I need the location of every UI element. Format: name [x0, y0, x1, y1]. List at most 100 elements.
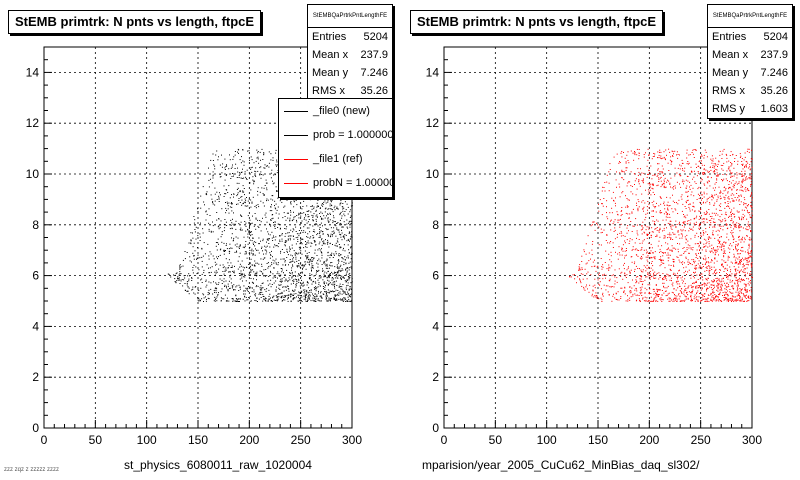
scatter-point	[206, 213, 208, 215]
scatter-point	[276, 159, 278, 161]
scatter-point	[662, 273, 664, 274]
scatter-point	[705, 267, 707, 268]
scatter-point	[327, 235, 329, 237]
scatter-point	[274, 207, 276, 209]
scatter-point	[309, 231, 311, 233]
scatter-point	[635, 300, 637, 302]
scatter-point	[337, 241, 339, 243]
scatter-point	[730, 211, 732, 213]
scatter-point	[735, 270, 737, 272]
scatter-point	[298, 252, 300, 254]
scatter-point	[639, 287, 641, 289]
scatter-point	[240, 265, 242, 267]
scatter-point	[669, 223, 671, 225]
scatter-point	[241, 178, 243, 179]
scatter-point	[704, 149, 706, 151]
scatter-point	[237, 203, 239, 205]
scatter-point	[716, 175, 718, 177]
scatter-point	[350, 246, 352, 248]
scatter-point	[708, 171, 710, 173]
scatter-point	[621, 156, 623, 158]
scatter-point	[669, 298, 671, 300]
scatter-point	[660, 299, 662, 301]
scatter-point	[261, 291, 263, 293]
scatter-point	[231, 176, 233, 177]
scatter-point	[701, 154, 702, 156]
scatter-point	[620, 298, 622, 299]
scatter-point	[683, 291, 685, 293]
scatter-point	[214, 187, 216, 189]
scatter-point	[728, 215, 730, 217]
scatter-point	[324, 288, 326, 290]
scatter-point	[179, 267, 181, 269]
scatter-point	[705, 169, 707, 171]
scatter-point	[315, 282, 317, 284]
scatter-point	[288, 297, 289, 299]
scatter-point	[337, 260, 339, 262]
scatter-point	[227, 203, 229, 205]
scatter-point	[279, 293, 281, 295]
scatter-point	[338, 260, 340, 262]
scatter-point	[308, 297, 310, 299]
scatter-point	[306, 236, 308, 238]
scatter-point	[244, 276, 246, 278]
scatter-point	[648, 191, 650, 193]
scatter-point	[266, 241, 267, 243]
scatter-point	[608, 264, 610, 266]
scatter-point	[295, 256, 297, 258]
scatter-point	[346, 240, 348, 242]
scatter-point	[634, 184, 635, 185]
scatter-point	[226, 248, 228, 250]
scatter-point	[712, 252, 714, 254]
scatter-point	[620, 272, 622, 274]
scatter-point	[273, 275, 275, 277]
scatter-point	[712, 158, 714, 160]
scatter-point	[244, 198, 246, 200]
scatter-point	[648, 300, 649, 302]
scatter-point	[748, 297, 750, 299]
scatter-point	[667, 252, 669, 254]
scatter-point	[719, 192, 720, 194]
scatter-point	[311, 257, 312, 259]
scatter-point	[192, 252, 194, 254]
scatter-point	[188, 242, 190, 244]
scatter-point	[673, 264, 674, 266]
scatter-point	[711, 162, 713, 164]
scatter-point	[628, 243, 630, 244]
scatter-point	[305, 215, 307, 217]
scatter-point	[719, 299, 720, 300]
scatter-point	[658, 205, 660, 207]
scatter-point	[240, 214, 241, 216]
scatter-point	[304, 274, 306, 276]
scatter-point	[579, 264, 581, 266]
scatter-point	[272, 273, 274, 275]
scatter-point	[277, 217, 279, 219]
scatter-point	[718, 230, 720, 232]
scatter-point	[208, 293, 210, 295]
scatter-point	[653, 256, 655, 258]
scatter-point	[242, 191, 244, 193]
scatter-point	[275, 208, 277, 210]
scatter-point	[710, 219, 712, 221]
scatter-point	[722, 245, 724, 247]
scatter-point	[750, 201, 752, 203]
scatter-point	[738, 239, 740, 241]
scatter-point	[339, 246, 341, 248]
scatter-point	[730, 175, 732, 177]
scatter-point	[731, 245, 733, 247]
scatter-point	[250, 271, 252, 273]
scatter-point	[614, 238, 616, 240]
scatter-point	[677, 248, 679, 250]
scatter-point	[220, 248, 222, 250]
scatter-point	[729, 207, 731, 209]
scatter-point	[284, 296, 286, 298]
scatter-point	[733, 187, 735, 189]
scatter-point	[201, 256, 203, 258]
scatter-point	[279, 284, 281, 286]
scatter-point	[653, 288, 655, 290]
scatter-point	[280, 278, 282, 280]
scatter-point	[255, 175, 257, 177]
scatter-point	[327, 228, 329, 230]
scatter-point	[320, 230, 322, 232]
scatter-point	[657, 168, 659, 170]
